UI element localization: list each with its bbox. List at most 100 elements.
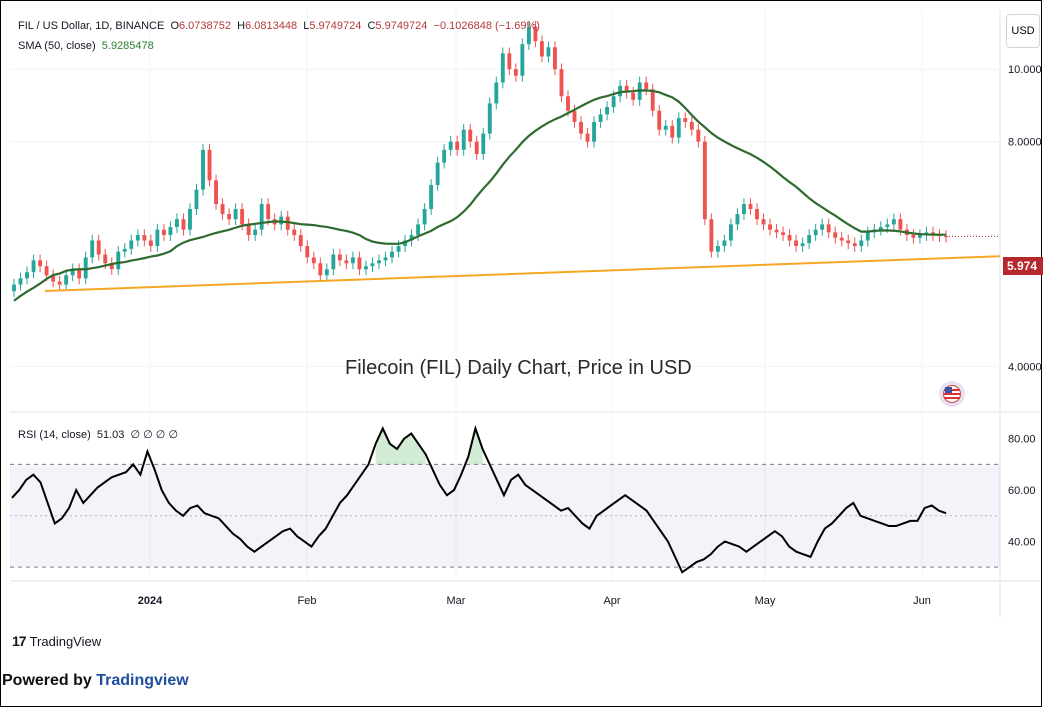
candle-body [917, 235, 922, 238]
rsi-legend: RSI (14, close) 51.03 ∅ ∅ ∅ ∅ [18, 428, 178, 441]
candle-body [305, 246, 310, 258]
sma-label: SMA (50, close) [18, 40, 96, 52]
candle-body [259, 204, 264, 230]
candle-body [142, 235, 147, 241]
candle-body [409, 235, 414, 241]
candle-body [442, 149, 447, 163]
candle-body [885, 224, 890, 228]
candle-body [644, 82, 649, 90]
candle-body [129, 240, 134, 249]
candle-body [174, 219, 179, 228]
candle-body [298, 235, 303, 247]
rsi-line [11, 424, 947, 574]
candle-body [663, 125, 668, 130]
candle-body [605, 107, 610, 115]
candle-body [181, 219, 186, 230]
candle-body [683, 118, 688, 122]
candle-body [846, 240, 851, 244]
candle-body [787, 235, 792, 241]
candle-body [44, 266, 49, 276]
candle-body [833, 232, 838, 238]
time-tick-label: Apr [603, 595, 620, 607]
candle-body [324, 269, 329, 276]
powered-link[interactable]: Tradingview [96, 672, 189, 689]
candle-body [878, 227, 883, 230]
candle-body [709, 219, 714, 252]
candle-body [715, 246, 720, 252]
candle-body [51, 275, 56, 282]
candle-body [546, 47, 551, 57]
candle-body [96, 240, 101, 255]
rsi-value: 51.03 [96, 429, 125, 441]
candle-body [735, 214, 740, 225]
candle-body [761, 219, 766, 225]
candle-body [891, 219, 896, 225]
candle-body [161, 229, 166, 236]
candle-body [240, 209, 245, 225]
candle-body [390, 251, 394, 258]
candle-body [781, 232, 786, 236]
candle-body [468, 129, 473, 142]
currency-button[interactable]: USD [1006, 14, 1040, 48]
rsi-tick-label: 40.00 [1008, 536, 1036, 548]
candle-body [135, 235, 140, 241]
candle-body [227, 214, 232, 220]
candle-body [631, 92, 636, 100]
candle-body [500, 53, 505, 83]
candle-body [702, 141, 707, 220]
candle-body [155, 229, 160, 247]
candle-body [377, 260, 381, 264]
candle-body [148, 240, 153, 247]
candle-body [253, 229, 258, 236]
candle-body [526, 26, 531, 45]
candle-body [233, 209, 238, 220]
candle-body [559, 69, 564, 97]
candle-body [592, 121, 596, 142]
candle-body [494, 82, 499, 104]
candle-body [168, 227, 173, 236]
rsi-tick-label: 60.00 [1008, 485, 1036, 497]
chart-caption: Filecoin (FIL) Daily Chart, Price in USD [345, 357, 692, 379]
candle-body [898, 219, 903, 230]
candle-body [31, 260, 36, 273]
candle-body [539, 41, 544, 57]
candle-body [364, 266, 368, 270]
candle-body [794, 240, 799, 247]
candle-body [350, 257, 355, 264]
candle-body [83, 257, 88, 279]
candle-body [416, 224, 421, 236]
candle-body [676, 118, 681, 138]
powered-by: Powered by Tradingview [2, 672, 189, 690]
rsi-tick-label: 80.00 [1008, 434, 1036, 446]
candle-body [481, 133, 486, 155]
candle-body [383, 257, 388, 261]
candle-body [116, 251, 121, 270]
time-tick-label: Jun [913, 595, 931, 607]
candle-body [455, 141, 460, 150]
candle-body [657, 110, 662, 130]
candle-body [90, 240, 95, 258]
candle-body [585, 133, 590, 142]
candle-body [533, 26, 538, 42]
candle-body [207, 149, 212, 181]
time-tick-label: 2024 [138, 595, 163, 607]
time-tick-label: May [755, 595, 776, 607]
candle-body [722, 240, 727, 247]
candle-body [748, 204, 753, 210]
candle-body [25, 272, 29, 279]
last-price-badge: 5.974 [1003, 257, 1043, 275]
candle-body [194, 189, 199, 210]
candle-body [331, 254, 336, 270]
candle-body [57, 281, 62, 285]
symbol-title: FIL / US Dollar, 1D, BINANCE [18, 20, 165, 32]
candle-body [109, 263, 114, 270]
candle-body [311, 257, 316, 264]
tradingview-logo-icon: 17 [12, 633, 27, 649]
candle-body [77, 269, 82, 279]
candle-body [422, 209, 427, 225]
us-flag-icon[interactable] [939, 381, 965, 407]
price-tick-label: 8.0000 [1008, 137, 1042, 149]
candle-body [344, 260, 349, 264]
candle-body [624, 85, 629, 93]
